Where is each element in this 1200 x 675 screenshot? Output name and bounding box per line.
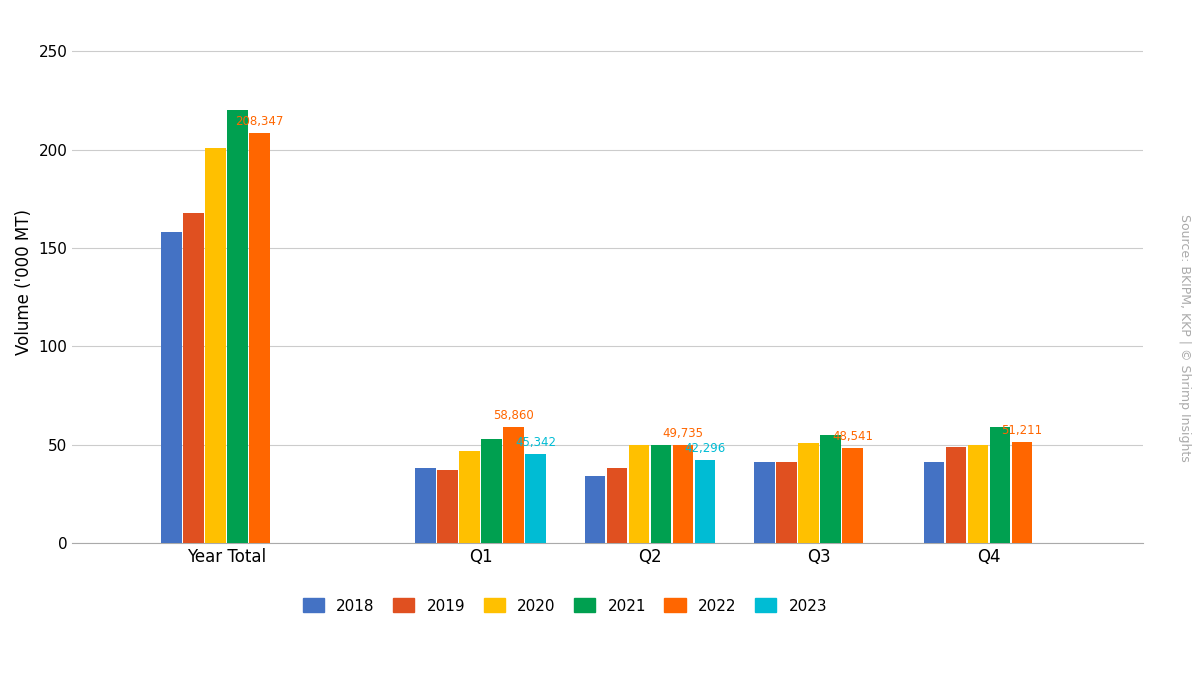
- Bar: [990, 427, 1010, 543]
- Bar: [967, 445, 988, 543]
- Bar: [798, 443, 818, 543]
- Bar: [821, 435, 840, 543]
- Bar: [161, 232, 181, 543]
- Text: Source: BKIPM, KKP | © Shrimp Insights: Source: BKIPM, KKP | © Shrimp Insights: [1178, 213, 1190, 462]
- Text: 208,347: 208,347: [235, 115, 283, 128]
- Bar: [754, 462, 774, 543]
- Bar: [695, 460, 715, 543]
- Bar: [629, 445, 649, 543]
- Bar: [184, 213, 204, 543]
- Bar: [481, 439, 502, 543]
- Text: 45,342: 45,342: [515, 436, 556, 449]
- Text: 58,860: 58,860: [493, 409, 534, 423]
- Text: 42,296: 42,296: [684, 442, 726, 455]
- Text: 49,735: 49,735: [662, 427, 703, 440]
- Bar: [946, 447, 966, 543]
- Bar: [460, 450, 480, 543]
- Bar: [924, 462, 944, 543]
- Bar: [250, 133, 270, 543]
- Bar: [227, 110, 247, 543]
- Text: 51,211: 51,211: [1001, 425, 1043, 437]
- Bar: [607, 468, 628, 543]
- Legend: 2018, 2019, 2020, 2021, 2022, 2023: 2018, 2019, 2020, 2021, 2022, 2023: [296, 593, 833, 620]
- Bar: [673, 446, 694, 543]
- Bar: [650, 445, 671, 543]
- Text: 48,541: 48,541: [832, 429, 872, 443]
- Bar: [504, 427, 523, 543]
- Bar: [415, 468, 436, 543]
- Bar: [842, 448, 863, 543]
- Bar: [526, 454, 546, 543]
- Bar: [437, 470, 457, 543]
- Bar: [1012, 442, 1032, 543]
- Bar: [584, 476, 605, 543]
- Bar: [776, 462, 797, 543]
- Bar: [205, 148, 226, 543]
- Y-axis label: Volume ('000 MT): Volume ('000 MT): [14, 209, 34, 355]
